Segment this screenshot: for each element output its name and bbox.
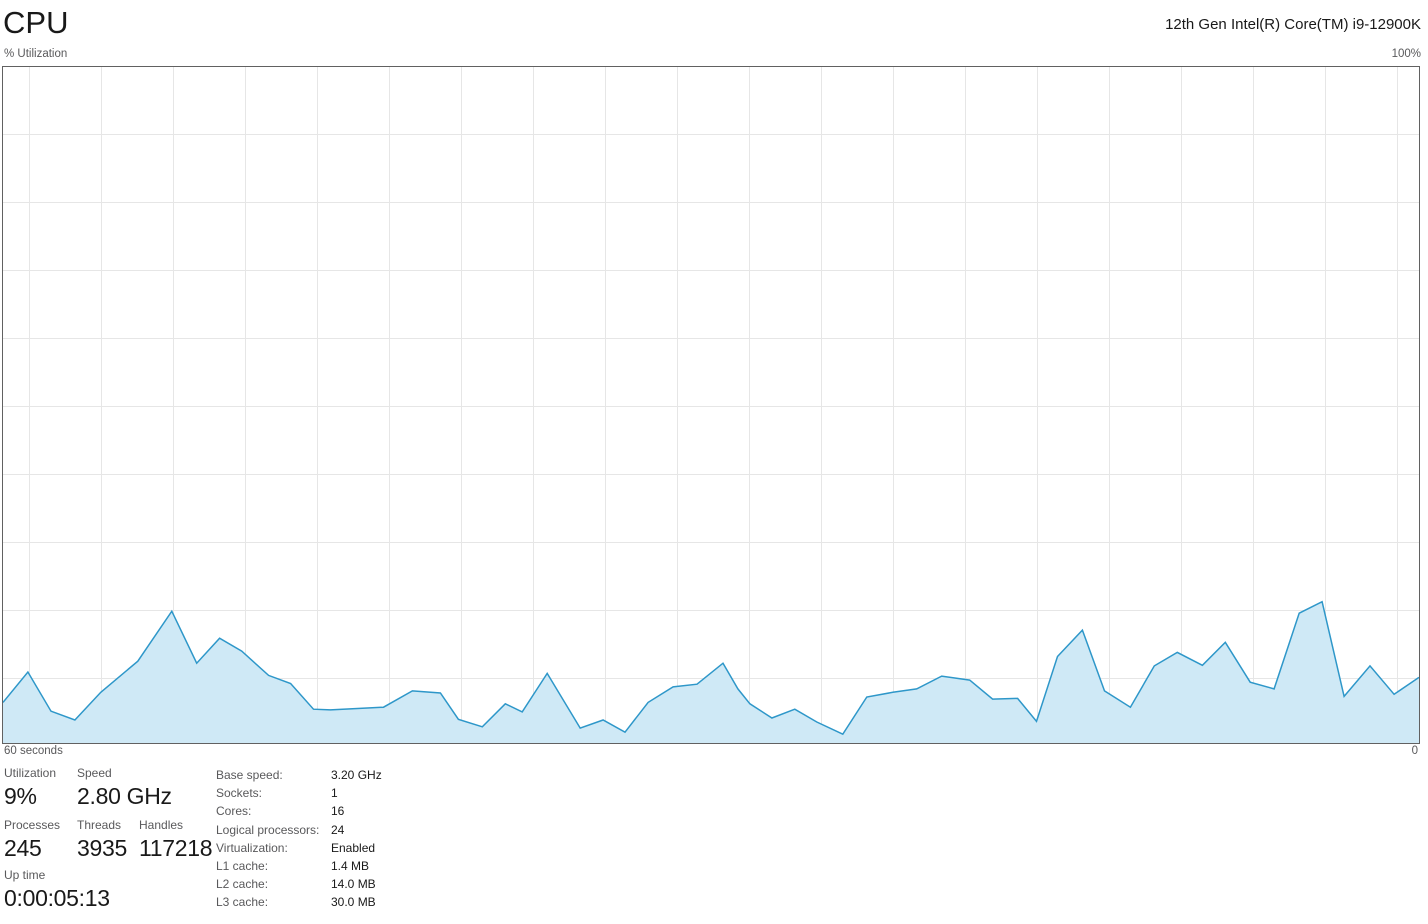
handles-label: Handles bbox=[139, 818, 184, 832]
cpu-usage-chart-svg bbox=[3, 600, 1419, 743]
virtualization-label: Virtualization: bbox=[216, 840, 288, 855]
sockets-label: Sockets: bbox=[216, 786, 263, 801]
page-title: CPU bbox=[3, 5, 69, 40]
utilization-value: 9% bbox=[4, 783, 37, 809]
detail-row-logical-processors: Logical processors: 24 bbox=[216, 821, 382, 839]
processes-value: 245 bbox=[4, 835, 42, 861]
uptime-value: 0:00:05:13 bbox=[4, 885, 110, 911]
l3-cache-value: 30.0 MB bbox=[331, 895, 376, 910]
y-axis-label: % Utilization bbox=[4, 48, 68, 60]
l1-cache-label: L1 cache: bbox=[216, 859, 269, 874]
processor-name: 12th Gen Intel(R) Core(TM) i9-12900K bbox=[1165, 16, 1421, 33]
detail-row-l1-cache: L1 cache: 1.4 MB bbox=[216, 857, 382, 875]
cpu-usage-chart[interactable] bbox=[2, 66, 1420, 744]
detail-row-sockets: Sockets: 1 bbox=[216, 784, 382, 802]
handles-value: 117218 bbox=[139, 835, 213, 861]
processes-label: Processes bbox=[4, 818, 61, 832]
l2-cache-value: 14.0 MB bbox=[331, 877, 376, 892]
speed-label: Speed bbox=[77, 766, 112, 780]
cpu-usage-line bbox=[3, 600, 1419, 736]
detail-row-l2-cache: L2 cache: 14.0 MB bbox=[216, 875, 382, 893]
y-axis-max-label: 100% bbox=[1391, 48, 1421, 60]
x-axis-right-label: 0 bbox=[1411, 745, 1418, 757]
logical-processors-label: Logical processors: bbox=[216, 822, 320, 837]
base-speed-label: Base speed: bbox=[216, 768, 283, 782]
virtualization-value: Enabled bbox=[331, 840, 376, 855]
threads-value: 3935 bbox=[77, 835, 127, 861]
hardware-details: Base speed: 3.20 GHz Sockets: 1 Cores: 1… bbox=[216, 766, 382, 912]
detail-row-l3-cache: L3 cache: 30.0 MB bbox=[216, 893, 382, 911]
threads-label: Threads bbox=[77, 818, 122, 832]
l2-cache-label: L2 cache: bbox=[216, 877, 269, 892]
x-axis-left-label: 60 seconds bbox=[4, 745, 63, 757]
logical-processors-value: 24 bbox=[331, 822, 345, 837]
detail-row-cores: Cores: 16 bbox=[216, 802, 382, 820]
l1-cache-value: 1.4 MB bbox=[331, 859, 370, 874]
utilization-label: Utilization bbox=[4, 766, 57, 780]
cores-label: Cores: bbox=[216, 804, 252, 819]
cpu-usage-area bbox=[3, 601, 1419, 743]
detail-row-virtualization: Virtualization: Enabled bbox=[216, 839, 382, 857]
l3-cache-label: L3 cache: bbox=[216, 895, 269, 910]
sockets-value: 1 bbox=[331, 786, 338, 801]
detail-row-base-speed: Base speed: 3.20 GHz bbox=[216, 766, 382, 784]
base-speed-value: 3.20 GHz bbox=[331, 768, 382, 782]
cores-value: 16 bbox=[331, 804, 345, 819]
speed-value: 2.80 GHz bbox=[77, 783, 172, 809]
uptime-label: Up time bbox=[4, 868, 46, 882]
